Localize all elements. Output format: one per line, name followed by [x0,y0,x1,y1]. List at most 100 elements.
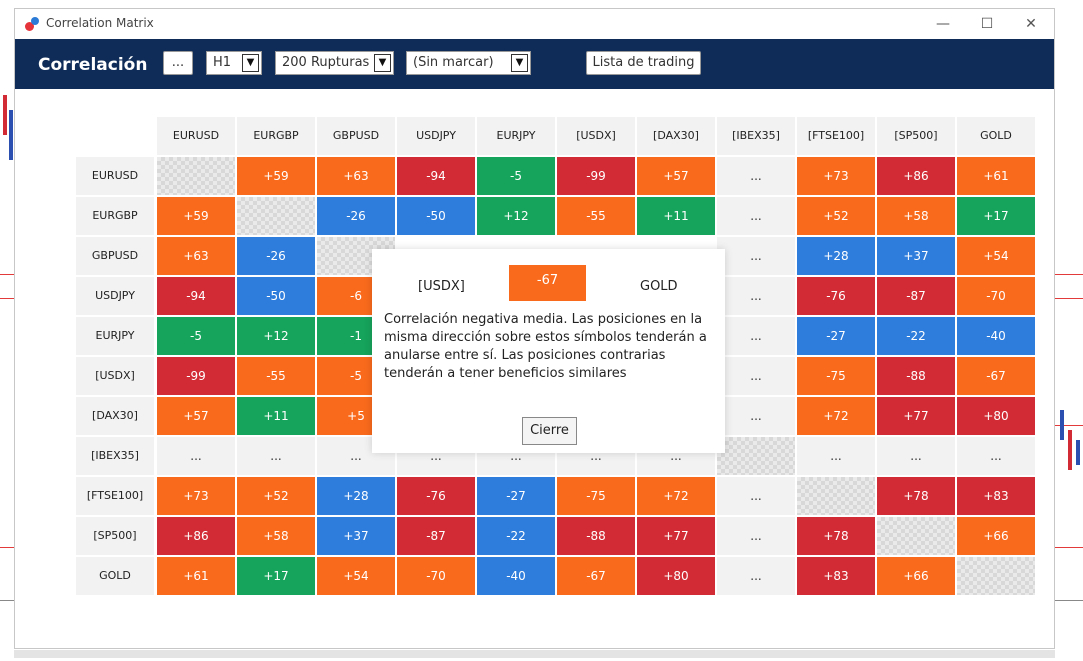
matrix-cell[interactable]: +86 [877,157,955,195]
matrix-cell[interactable]: +37 [877,237,955,275]
matrix-cell[interactable]: +28 [797,237,875,275]
matrix-cell[interactable]: ... [717,397,795,435]
matrix-cell[interactable]: +63 [157,237,235,275]
matrix-cell[interactable]: -22 [877,317,955,355]
matrix-cell[interactable]: +58 [237,517,315,555]
matrix-cell[interactable]: ... [237,437,315,475]
popup-symbol-2: GOLD [640,279,678,294]
matrix-cell[interactable]: ... [717,557,795,595]
maximize-icon[interactable]: ☐ [980,16,994,32]
matrix-cell[interactable]: +54 [317,557,395,595]
matrix-cell[interactable]: -76 [397,477,475,515]
popup-close-button[interactable]: Cierre [522,417,577,445]
matrix-cell[interactable]: +52 [797,197,875,235]
more-button[interactable]: ... [163,51,193,75]
matrix-cell[interactable]: +73 [797,157,875,195]
matrix-cell[interactable]: -67 [557,557,635,595]
matrix-cell[interactable]: +17 [957,197,1035,235]
matrix-cell[interactable]: -87 [397,517,475,555]
matrix-cell[interactable]: ... [717,357,795,395]
matrix-cell[interactable]: -55 [237,357,315,395]
matrix-cell[interactable]: -26 [237,237,315,275]
chevron-down-icon[interactable]: ▼ [511,54,528,72]
matrix-cell[interactable]: -70 [957,277,1035,315]
chevron-down-icon[interactable]: ▼ [242,54,259,72]
matrix-cell[interactable]: -76 [797,277,875,315]
matrix-cell[interactable]: +73 [157,477,235,515]
timeframe-select[interactable]: H1 ▼ [206,51,262,75]
matrix-cell[interactable]: -22 [477,517,555,555]
matrix-cell[interactable]: ... [317,437,395,475]
matrix-cell[interactable]: +57 [637,157,715,195]
matrix-cell[interactable]: -87 [877,277,955,315]
matrix-cell[interactable]: -99 [157,357,235,395]
matrix-cell[interactable]: +80 [957,397,1035,435]
minimize-icon[interactable]: — [936,16,950,32]
mark-select[interactable]: (Sin marcar) ▼ [406,51,531,75]
matrix-cell[interactable]: ... [717,277,795,315]
matrix-cell[interactable]: -70 [397,557,475,595]
matrix-cell[interactable]: -88 [557,517,635,555]
matrix-cell[interactable]: +72 [637,477,715,515]
matrix-cell[interactable]: -55 [557,197,635,235]
matrix-cell[interactable]: -27 [477,477,555,515]
matrix-cell[interactable]: +37 [317,517,395,555]
matrix-cell[interactable]: -40 [477,557,555,595]
matrix-cell[interactable]: -75 [557,477,635,515]
matrix-cell[interactable]: +77 [877,397,955,435]
matrix-cell[interactable]: -94 [157,277,235,315]
matrix-cell[interactable]: +83 [797,557,875,595]
matrix-cell[interactable]: -50 [397,197,475,235]
close-icon[interactable]: ✕ [1025,16,1037,32]
matrix-cell[interactable]: ... [717,237,795,275]
matrix-cell[interactable]: ... [957,437,1035,475]
matrix-cell[interactable]: +78 [797,517,875,555]
matrix-cell[interactable]: -5 [477,157,555,195]
matrix-cell[interactable]: ... [797,437,875,475]
matrix-cell[interactable]: ... [157,437,235,475]
matrix-cell[interactable]: +63 [317,157,395,195]
matrix-cell[interactable]: +77 [637,517,715,555]
matrix-cell[interactable]: +66 [957,517,1035,555]
matrix-cell[interactable]: -5 [157,317,235,355]
matrix-cell[interactable]: ... [717,157,795,195]
matrix-cell[interactable]: ... [717,197,795,235]
matrix-cell[interactable]: +80 [637,557,715,595]
bars-select[interactable]: 200 Rupturas ▼ [275,51,394,75]
matrix-cell[interactable]: +28 [317,477,395,515]
matrix-cell[interactable]: -26 [317,197,395,235]
matrix-cell[interactable]: +59 [237,157,315,195]
matrix-cell[interactable]: +57 [157,397,235,435]
matrix-cell[interactable]: +12 [477,197,555,235]
matrix-cell[interactable]: +72 [797,397,875,435]
row-header: EURGBP [76,197,154,235]
matrix-cell[interactable]: +12 [237,317,315,355]
matrix-cell[interactable]: ... [877,437,955,475]
matrix-cell[interactable]: -67 [957,357,1035,395]
matrix-cell[interactable]: -50 [237,277,315,315]
matrix-cell[interactable]: -94 [397,157,475,195]
matrix-cell[interactable]: +86 [157,517,235,555]
matrix-cell[interactable]: +61 [957,157,1035,195]
matrix-cell[interactable]: +54 [957,237,1035,275]
matrix-cell[interactable]: +61 [157,557,235,595]
matrix-cell[interactable]: +11 [237,397,315,435]
matrix-cell[interactable]: +78 [877,477,955,515]
chevron-down-icon[interactable]: ▼ [374,54,391,72]
matrix-cell[interactable]: +11 [637,197,715,235]
matrix-cell[interactable]: -40 [957,317,1035,355]
matrix-cell[interactable]: ... [717,517,795,555]
matrix-cell[interactable]: -99 [557,157,635,195]
matrix-cell[interactable]: +58 [877,197,955,235]
matrix-cell[interactable]: +83 [957,477,1035,515]
matrix-cell[interactable]: ... [717,477,795,515]
matrix-cell[interactable]: +52 [237,477,315,515]
matrix-cell[interactable]: -88 [877,357,955,395]
matrix-cell[interactable]: -75 [797,357,875,395]
matrix-cell[interactable]: ... [717,317,795,355]
matrix-cell[interactable]: +59 [157,197,235,235]
trading-list-button[interactable]: Lista de trading [586,51,701,75]
matrix-cell[interactable]: +66 [877,557,955,595]
matrix-cell[interactable]: +17 [237,557,315,595]
matrix-cell[interactable]: -27 [797,317,875,355]
